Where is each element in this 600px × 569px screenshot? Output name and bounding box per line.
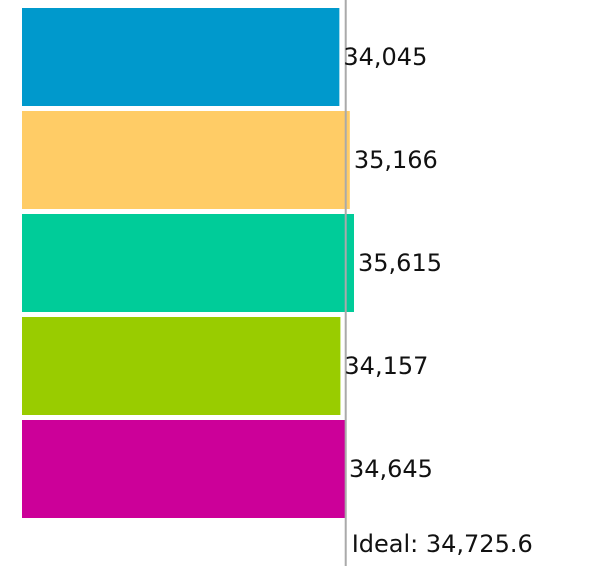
bar-2 [22,111,350,209]
bar-5 [22,420,345,518]
bar-value-label-5: 34,645 [349,455,433,483]
labels-layer: 34,045 35,166 35,615 34,157 34,645 Ideal: 34,… [343,43,532,558]
bar-value-label-1: 34,045 [343,43,427,71]
ideal-reference-label: Ideal: 34,725.6 [352,530,533,558]
bar-value-label-3: 35,615 [358,249,442,277]
bar-value-label-2: 35,166 [354,146,438,174]
bar-value-label-4: 34,157 [344,352,428,380]
bar-4 [22,317,341,415]
bar-3 [22,214,354,312]
bars-layer [22,8,354,518]
bar-1 [22,8,340,106]
